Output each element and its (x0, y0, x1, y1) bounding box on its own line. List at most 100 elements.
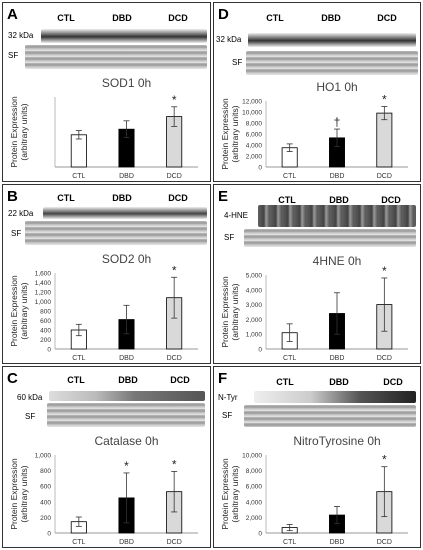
x-tick-label: DBD (330, 173, 345, 180)
chart-title: HO1 0h (316, 80, 357, 94)
y-tick-label: 600 (40, 318, 51, 325)
y-tick-label: 0 (258, 347, 262, 354)
y-axis-label: Protein Expression (9, 96, 19, 168)
sf-label: SF (222, 411, 233, 420)
western-blot-band (49, 391, 205, 401)
y-tick-label: 12,000 (242, 99, 262, 106)
group-label-dcd: DCD (168, 193, 188, 203)
kda-label: 32 kDa (8, 31, 34, 40)
y-tick-label: 2,000 (246, 515, 263, 522)
y-tick-label: 1,600 (35, 271, 52, 278)
y-tick-label: 800 (40, 309, 51, 316)
sf-label: SF (8, 51, 19, 60)
y-tick-label: 1,000 (246, 332, 263, 339)
group-label-dcd: DCD (377, 13, 397, 23)
y-axis-label: Protein Expression (220, 98, 230, 170)
panel-c: C CTL DBD DCD 60 kDa SF Catalase 0h Prote… (2, 366, 211, 548)
western-blot-band (254, 391, 416, 403)
sf-label: SF (25, 412, 36, 421)
panel-letter: E (218, 188, 229, 205)
blot-label: 4-HNE (224, 211, 249, 220)
group-label-dbd: DBD (112, 193, 132, 203)
significance-mark: * (172, 93, 177, 107)
panel-letter: A (7, 6, 18, 23)
y-tick-label: 200 (40, 515, 51, 522)
y-tick-label: 4,000 (246, 499, 263, 506)
western-blot-band (41, 29, 207, 43)
blot-label: N-Tyr (218, 393, 238, 402)
chart-title: SOD2 0h (102, 252, 151, 266)
y-axis-label-units: (arbitrary units) (230, 465, 240, 522)
stain-free-blot (25, 221, 207, 245)
panel-letter: D (218, 6, 229, 23)
bar-chart: SOD2 0h Protein Expression (arbitrary unit… (9, 252, 198, 362)
western-blot-band (248, 33, 416, 47)
y-tick-label: 8,000 (246, 121, 263, 128)
y-tick-label: 1,400 (35, 280, 52, 287)
x-tick-label: DCD (377, 173, 392, 180)
x-tick-label: CTL (72, 355, 85, 362)
y-axis-label-units: (arbitrary units) (19, 103, 29, 160)
y-tick-label: 5,000 (246, 273, 263, 280)
x-tick-label: CTL (283, 539, 296, 546)
group-label-dcd: DCD (168, 13, 188, 23)
stain-free-blot (244, 229, 416, 247)
panel-letter: B (7, 188, 18, 205)
x-tick-label: DCD (377, 355, 392, 362)
bar-chart: SOD1 0h Protein Expression (arbitrary unit… (9, 76, 198, 180)
x-tick-label: DCD (167, 539, 182, 546)
bar-chart: 4HNE 0h Protein Expression (arbitrary unit… (220, 254, 408, 362)
y-axis-label: Protein Expression (9, 458, 19, 530)
x-tick-label: DCD (167, 173, 182, 180)
chart-title: SOD1 0h (102, 76, 151, 90)
y-tick-label: 1,000 (35, 453, 52, 460)
significance-mark: * (172, 263, 177, 277)
chart-title: NitroTyrosine 0h (293, 434, 380, 448)
x-tick-label: CTL (72, 539, 85, 546)
significance-mark: * (124, 459, 129, 473)
y-tick-label: 600 (40, 484, 51, 491)
y-tick-label: 800 (40, 468, 51, 475)
y-tick-label: 3,000 (246, 302, 263, 309)
significance-mark: † (334, 115, 341, 129)
bar-ctl (70, 134, 87, 168)
stain-free-blot (244, 405, 416, 427)
group-label-dcd: DCD (170, 375, 190, 385)
panel-letter: C (7, 370, 18, 387)
group-label-ctl: CTL (266, 13, 284, 23)
group-label-ctl: CTL (276, 377, 294, 387)
y-tick-label: 2,000 (246, 154, 263, 161)
chart-title: 4HNE 0h (313, 254, 362, 268)
y-tick-label: 1,200 (35, 290, 52, 297)
y-tick-label: 0 (47, 531, 51, 538)
y-tick-label: 0 (258, 531, 262, 538)
panel-a: A CTL DBD DCD 32 kDa SF SOD1 0h Protein E… (2, 2, 211, 182)
y-axis-label-units: (arbitrary units) (230, 283, 240, 340)
bar-chart: HO1 0h Protein Expression (arbitrary units… (220, 80, 408, 180)
y-tick-label: 6,000 (246, 132, 263, 139)
panel-b: B CTL DBD DCD 22 kDa SF SOD2 0h Protein E… (2, 184, 211, 364)
stain-free-blot (246, 51, 418, 75)
significance-mark: * (382, 264, 387, 278)
group-label-ctl: CTL (278, 195, 296, 205)
western-blot-band (43, 207, 207, 219)
x-tick-label: CTL (283, 173, 296, 180)
y-tick-label: 200 (40, 337, 51, 344)
y-axis-label: Protein Expression (220, 458, 230, 530)
x-tick-label: DBD (119, 355, 134, 362)
y-axis-label-units: (arbitrary units) (230, 105, 240, 162)
chart-title: Catalase 0h (94, 434, 158, 448)
x-tick-label: DBD (330, 355, 345, 362)
x-tick-label: DBD (330, 539, 345, 546)
panel-d: D CTL DBD DCD 32 kDa SF HO1 0h Protein Ex… (213, 2, 421, 182)
x-tick-label: DCD (167, 355, 182, 362)
significance-mark: * (172, 457, 177, 471)
group-label-dbd: DBD (329, 377, 349, 387)
stain-free-blot (25, 45, 207, 69)
panel-f: F CTL DBD DCD N-Tyr SF NitroTyrosine 0h P… (213, 366, 421, 548)
bar-chart: NitroTyrosine 0h Protein Expression (arbit… (220, 434, 408, 546)
group-label-dbd: DBD (329, 195, 349, 205)
y-tick-label: 0 (258, 165, 262, 172)
y-tick-label: 2,000 (246, 317, 263, 324)
y-axis-label-units: (arbitrary units) (19, 465, 29, 522)
